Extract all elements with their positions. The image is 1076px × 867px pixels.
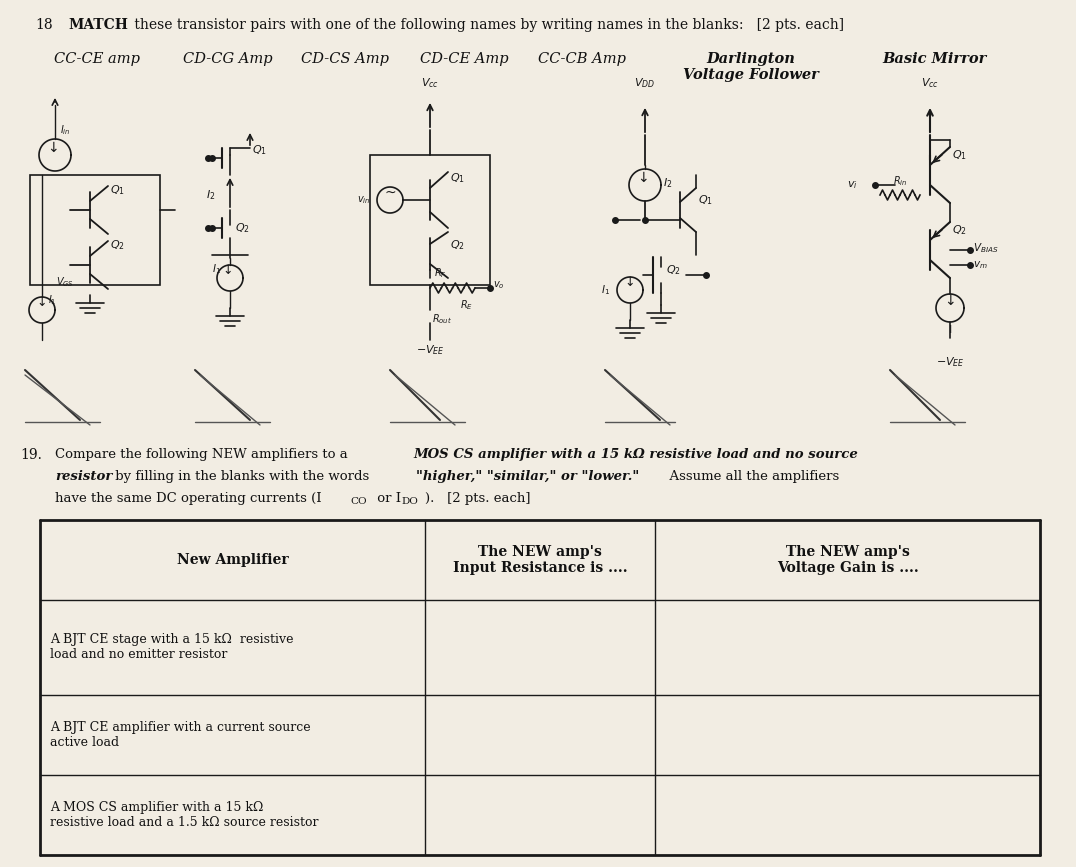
Text: A BJT CE stage with a 15 kΩ  resistive
load and no emitter resistor: A BJT CE stage with a 15 kΩ resistive lo… [49,634,294,662]
Text: $Q_1$: $Q_1$ [952,148,967,162]
Text: $-V_{EE}$: $-V_{EE}$ [415,343,444,357]
Text: The NEW amp's
Input Resistance is ....: The NEW amp's Input Resistance is .... [453,544,627,575]
Text: $Q_2$: $Q_2$ [666,263,681,277]
Text: $I_2$: $I_2$ [206,188,215,202]
Text: DO: DO [401,497,417,506]
Text: MOS CS amplifier with a 15 kΩ resistive load and no source: MOS CS amplifier with a 15 kΩ resistive … [413,448,858,461]
Text: $Q_2$: $Q_2$ [952,223,967,237]
Text: $R_{in}$: $R_{in}$ [893,174,907,188]
Text: $I_2$: $I_2$ [663,176,672,190]
Text: CC-CE amp: CC-CE amp [54,52,140,66]
Text: $R_{out}$: $R_{out}$ [431,312,452,326]
Text: $R_E$: $R_E$ [461,298,473,312]
Text: $R_F$: $R_F$ [434,266,447,280]
Text: $V_{cc}$: $V_{cc}$ [921,76,939,90]
Text: $I_1$: $I_1$ [601,284,610,297]
Text: CD-CG Amp: CD-CG Amp [183,52,272,66]
Text: $Q_2$: $Q_2$ [450,238,465,252]
Bar [370,155,490,285]
Text: CD-CE Amp: CD-CE Amp [420,52,508,66]
Text: $V_{DD}$: $V_{DD}$ [635,76,655,90]
Bar [30,175,160,285]
Text: ↓: ↓ [223,264,233,277]
Text: CO: CO [350,497,367,506]
Text: 18: 18 [36,18,53,32]
Text: ↓: ↓ [944,294,955,308]
Text: I: I [948,325,951,335]
Text: $I_1$: $I_1$ [212,262,221,276]
Text: these transistor pairs with one of the following names by writing names in the b: these transistor pairs with one of the f… [130,18,845,32]
Text: ).   [2 pts. each]: ). [2 pts. each] [425,492,530,505]
Text: A BJT CE amplifier with a current source
active load: A BJT CE amplifier with a current source… [49,721,311,749]
Text: $V_{GS}$: $V_{GS}$ [56,275,74,289]
Text: New Amplifier: New Amplifier [176,553,288,567]
Text: The NEW amp's
Voltage Gain is ....: The NEW amp's Voltage Gain is .... [777,544,919,575]
Text: $V_{BIAS}$: $V_{BIAS}$ [973,241,999,255]
Text: ↓: ↓ [47,141,59,155]
Text: A MOS CS amplifier with a 15 kΩ
resistive load and a 1.5 kΩ source resistor: A MOS CS amplifier with a 15 kΩ resistiv… [49,801,318,829]
Text: have the same DC operating currents (I: have the same DC operating currents (I [55,492,322,505]
Text: ↓: ↓ [625,277,635,290]
Text: by filling in the blanks with the words: by filling in the blanks with the words [111,470,373,483]
Text: $v_o$: $v_o$ [493,279,505,291]
Text: or I: or I [373,492,401,505]
Text: $v_{in}$: $v_{in}$ [356,194,370,205]
Text: $Q_1$: $Q_1$ [110,183,125,197]
Text: $-V_{EE}$: $-V_{EE}$ [936,355,964,368]
Text: CC-CB Amp: CC-CB Amp [538,52,626,66]
Text: Compare the following NEW amplifiers to a: Compare the following NEW amplifiers to … [55,448,352,461]
Text: ↓: ↓ [37,297,47,310]
Text: Basic Mirror: Basic Mirror [882,52,987,66]
Text: 19.: 19. [20,448,42,462]
Text: $I_1$: $I_1$ [48,293,56,307]
Text: $Q_1$: $Q_1$ [252,143,267,157]
Text: $Q_1$: $Q_1$ [450,171,465,185]
Text: $Q_2$: $Q_2$ [110,238,125,252]
Text: $Q_1$: $Q_1$ [698,193,713,207]
Text: CD-CS Amp: CD-CS Amp [301,52,390,66]
Text: Assume all the amplifiers: Assume all the amplifiers [661,470,839,483]
Text: $v_i$: $v_i$ [847,179,858,191]
Text: $Q_2$: $Q_2$ [235,221,250,235]
Text: ~: ~ [384,186,396,200]
Text: MATCH: MATCH [68,18,128,32]
Text: $I_{in}$: $I_{in}$ [60,123,71,137]
Text: $V_{cc}$: $V_{cc}$ [421,76,439,90]
Text: resistor: resistor [55,470,112,483]
Text: $v_m$: $v_m$ [973,259,988,271]
Text: "higher," "similar," or "lower.": "higher," "similar," or "lower." [416,470,639,483]
Text: Darlington
Voltage Follower: Darlington Voltage Follower [683,52,819,82]
Text: ↓: ↓ [637,171,649,185]
